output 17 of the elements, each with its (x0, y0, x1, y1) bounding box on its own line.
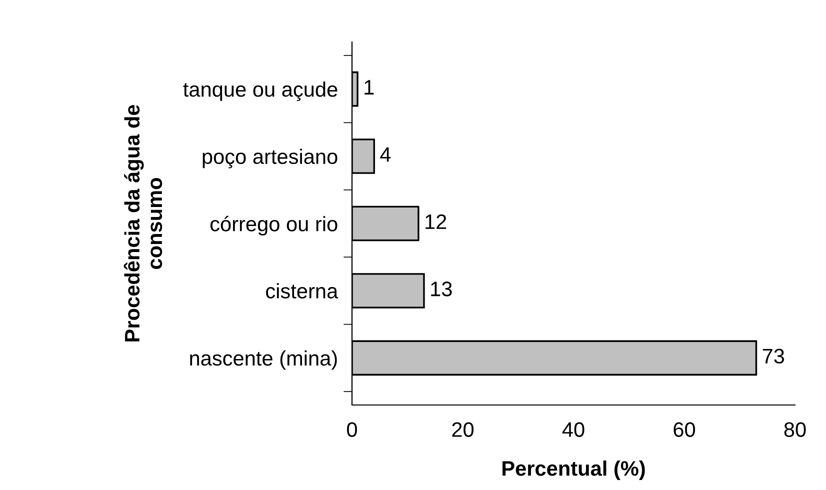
x-axis-title: Percentual (%) (502, 460, 645, 480)
x-tick-label: 0 (347, 422, 357, 437)
data-label: 4 (380, 147, 391, 162)
y-axis-title: Procedência da água de consumo (124, 104, 162, 342)
data-label: 1 (364, 80, 374, 94)
y-tick-label: nascente (mina) (190, 350, 337, 370)
y-tick-label: poço artesiano (202, 148, 338, 168)
x-tick-label: 40 (562, 422, 584, 437)
data-label: 13 (431, 282, 452, 296)
y-tick-label: cisterna (266, 283, 338, 298)
x-tick-label: 60 (674, 422, 696, 437)
data-label: 12 (426, 214, 446, 229)
y-tick-label: córrego ou rio (210, 216, 338, 236)
y-tick-label: tanque ou açude (183, 82, 338, 102)
x-tick-label: 20 (452, 422, 474, 437)
x-tick-label: 80 (784, 422, 806, 437)
data-label: 73 (762, 348, 784, 364)
